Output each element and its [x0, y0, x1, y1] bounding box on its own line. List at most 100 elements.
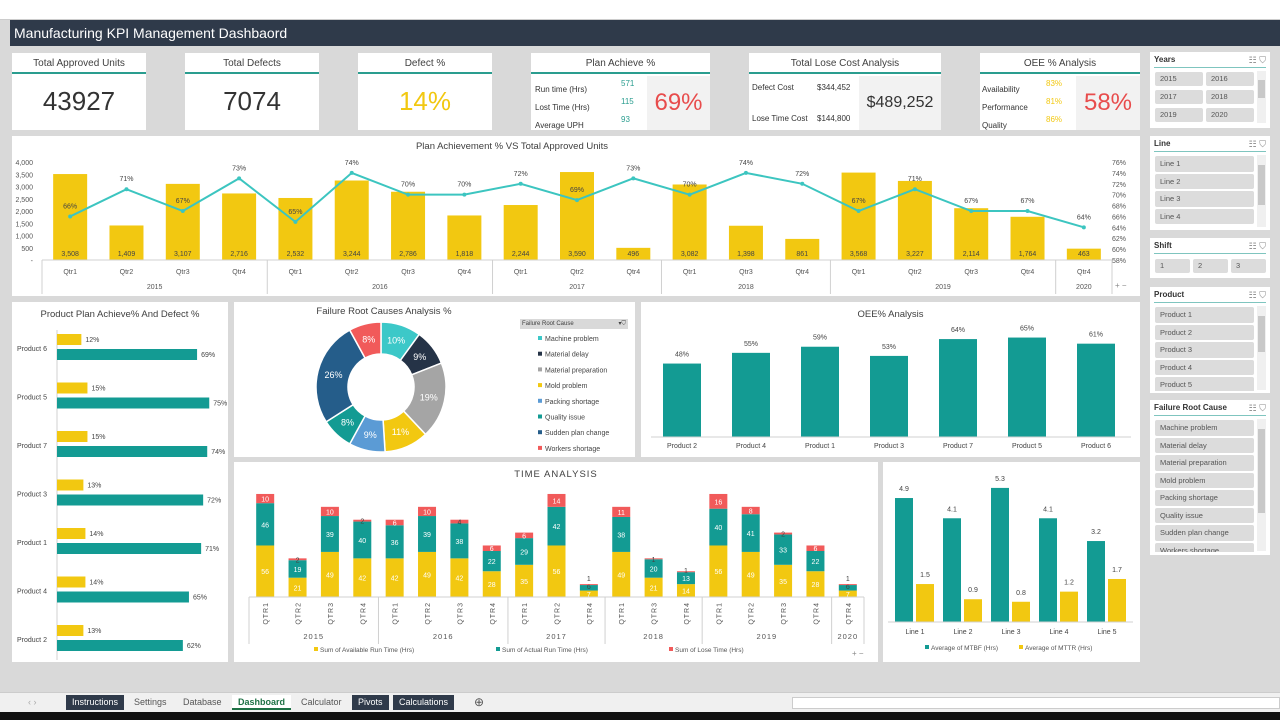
plan-pct-point — [800, 181, 805, 186]
expand-collapse-button[interactable]: + − — [1115, 281, 1127, 290]
y-tick: - — [31, 258, 34, 265]
expand-collapse-button[interactable]: + − — [852, 649, 864, 658]
slicer-item-2016[interactable]: 2016 — [1206, 72, 1254, 86]
plan-pct-label: 70% — [457, 182, 471, 189]
slicer-item-shift-1[interactable]: 1 — [1155, 259, 1190, 273]
slicer-item[interactable]: Sudden plan change — [1155, 525, 1254, 541]
sheet-tab-calculator[interactable]: Calculator — [301, 697, 342, 707]
legend-item[interactable]: Workers shortage — [545, 446, 600, 453]
scrollbar[interactable] — [1257, 306, 1266, 390]
scrollbar-thumb[interactable] — [1258, 316, 1265, 352]
slicer-item[interactable]: Machine problem — [1155, 420, 1254, 436]
segment-label: 36 — [391, 540, 399, 547]
multi-select-icon[interactable]: ☷ ⛉ — [1248, 139, 1266, 149]
segment-label: 6 — [846, 584, 850, 591]
legend-item[interactable]: Packing shortage — [545, 399, 599, 406]
time-bar-segment — [838, 584, 857, 586]
x-tick: QTR4 — [846, 602, 853, 625]
horizontal-scrollbar[interactable] — [792, 697, 1280, 709]
legend-item[interactable]: Sudden plan change — [545, 430, 609, 437]
add-sheet-icon[interactable]: ⊕ — [474, 695, 485, 709]
legend-item[interactable]: Material preparation — [545, 367, 607, 374]
slicer-item-2020[interactable]: 2020 — [1206, 108, 1254, 122]
scrollbar[interactable] — [1257, 419, 1266, 551]
segment-label: 10 — [261, 497, 269, 504]
slicer-item-2017[interactable]: 2017 — [1155, 90, 1203, 104]
sheet-tab-dashboard[interactable]: Dashboard — [232, 695, 292, 710]
plan-bar — [57, 494, 204, 506]
scrollbar[interactable] — [1257, 71, 1266, 123]
scrollbar[interactable] — [1257, 155, 1266, 227]
x-tick: Qtr4 — [795, 269, 809, 276]
slicer-item-2015[interactable]: 2015 — [1155, 72, 1203, 86]
legend-item[interactable]: Machine problem — [545, 336, 599, 343]
plan-pct-label: 73% — [232, 165, 246, 172]
slicer-item[interactable]: Line 4 — [1155, 208, 1254, 224]
multi-select-icon[interactable]: ☷ ⛉ — [1248, 403, 1266, 413]
time-bar-segment — [547, 506, 566, 546]
units-bar — [672, 184, 707, 260]
time-bar-segment — [385, 519, 404, 526]
slicer-item[interactable]: Workers shortage — [1155, 542, 1254, 552]
legend-item[interactable]: Material delay — [545, 352, 589, 359]
time-bar-segment — [418, 516, 437, 552]
donut-svg: 10% Machine problem 9% Material delay 19% Mat… — [315, 321, 609, 453]
scrollbar-thumb[interactable] — [1258, 165, 1265, 205]
multi-select-icon[interactable]: ☷ ⛉ — [1248, 241, 1266, 251]
sheet-tab-instructions[interactable]: Instructions — [66, 695, 125, 710]
y-tick: 2,000 — [15, 209, 33, 216]
sheet-tab-settings[interactable]: Settings — [134, 697, 167, 707]
units-label: 1,764 — [1019, 251, 1037, 258]
legend-item[interactable]: Mold problem — [545, 383, 588, 390]
time-bar-segment — [353, 521, 372, 559]
defect-bar — [57, 431, 88, 442]
x-tick: Qtr4 — [627, 269, 641, 276]
category-label: Product 6 — [17, 346, 47, 353]
scrollbar-thumb[interactable] — [1258, 80, 1265, 98]
slicer-item[interactable]: Product 5 — [1155, 377, 1254, 391]
slicer-item-2018[interactable]: 2018 — [1206, 90, 1254, 104]
slicer-item-shift-3[interactable]: 3 — [1231, 259, 1266, 273]
slicer-item[interactable]: Mold problem — [1155, 472, 1254, 488]
time-bar-segment — [256, 503, 275, 546]
multi-select-icon[interactable]: ☷ ⛉ — [1248, 290, 1266, 300]
multi-select-icon[interactable]: ☷ ⛉ — [1248, 55, 1266, 65]
slicer-item[interactable]: Packing shortage — [1155, 490, 1254, 506]
y2-tick: 66% — [1112, 214, 1126, 221]
sheet-tab-calculations[interactable]: Calculations — [393, 695, 455, 710]
x-tick: Line 3 — [1001, 629, 1020, 636]
slicer-item-2019[interactable]: 2019 — [1155, 108, 1203, 122]
slicer-item[interactable]: Product 3 — [1155, 342, 1254, 358]
time-bar-segment — [353, 558, 372, 597]
legend-filter-button[interactable]: Failure Root Cause ▾⛉ — [520, 319, 628, 329]
time-bar-segment — [288, 560, 307, 578]
x-tick: Line 1 — [905, 629, 924, 636]
sheet-tab-database[interactable]: Database — [183, 697, 222, 707]
slicer-item[interactable]: Product 2 — [1155, 324, 1254, 340]
slicer-item-shift-2[interactable]: 2 — [1193, 259, 1228, 273]
slicer-item[interactable]: Material preparation — [1155, 455, 1254, 471]
y2-tick: 76% — [1112, 160, 1126, 167]
slicer-item[interactable]: Material delay — [1155, 437, 1254, 453]
slicer-item[interactable]: Line 1 — [1155, 156, 1254, 172]
x-tick: Product 7 — [943, 443, 973, 450]
segment-label: 2 — [296, 557, 300, 564]
x-tick: Qtr3 — [964, 269, 978, 276]
segment-label: 2 — [360, 519, 364, 526]
year-label: 2018 — [643, 632, 664, 641]
slicer-item[interactable]: Line 3 — [1155, 191, 1254, 207]
x-tick: QTR2 — [425, 602, 432, 625]
slicer-item[interactable]: Product 1 — [1155, 307, 1254, 323]
sheet-tab-pivots[interactable]: Pivots — [352, 695, 389, 710]
slicer-item[interactable]: Line 2 — [1155, 173, 1254, 189]
slicer-item[interactable]: Product 4 — [1155, 359, 1254, 375]
category-label: Product 2 — [17, 637, 47, 644]
prev-next-sheet-icon[interactable]: ‹ › — [28, 697, 37, 707]
year-label: 2015 — [147, 284, 163, 291]
slicer-item[interactable]: Quality issue — [1155, 507, 1254, 523]
plan-vs-units-svg: - 500 1,000 1,500 2,000 2,500 3,000 3,500 4,000 5… — [15, 160, 1127, 294]
scrollbar-thumb[interactable] — [1258, 429, 1265, 513]
plan-pct-label: 70% — [683, 182, 697, 189]
kpi-total-defects: Total Defects 7074 — [185, 53, 319, 130]
legend-item[interactable]: Quality issue — [545, 415, 585, 422]
